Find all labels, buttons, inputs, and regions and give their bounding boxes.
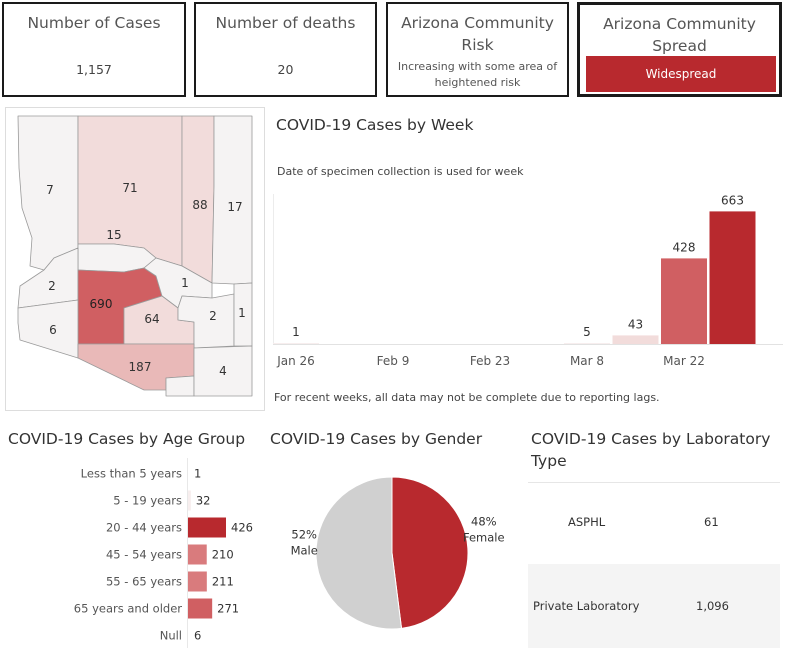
age-value-label: 6: [194, 629, 201, 643]
lab-value: 61: [704, 515, 719, 529]
week-bar-label: 5: [583, 325, 591, 339]
week-bar-label: 663: [721, 193, 744, 207]
age-bar[interactable]: [188, 490, 191, 511]
age-value-label: 271: [217, 602, 239, 616]
county-label-navajo: 88: [192, 198, 207, 212]
weekly-chart-note: For recent weeks, all data may not be co…: [274, 391, 660, 404]
kpi-title-risk-line1: Arizona Community: [401, 14, 554, 32]
kpi-title-risk: Arizona Community Risk: [388, 4, 567, 56]
kpi-title-spread-line2: Spread: [652, 37, 707, 55]
age-bar[interactable]: [188, 544, 207, 565]
week-bar[interactable]: [612, 335, 659, 344]
gender-chart-title: COVID-19 Cases by Gender: [270, 430, 483, 448]
week-tick-label: Mar 8: [570, 354, 604, 368]
map-labels: 7 71 88 17 15 2 690 1 6 64 2 1 187 4: [46, 181, 246, 378]
age-value-label: 32: [196, 494, 211, 508]
lab-table-row: ASPHL 61: [528, 482, 780, 564]
week-bar[interactable]: [564, 343, 610, 344]
county-label-yavapai: 15: [106, 228, 121, 242]
lab-name: Private Laboratory: [533, 599, 640, 613]
spread-status-badge: Widespread: [586, 56, 776, 92]
age-category-label: 65 years and older: [74, 602, 182, 616]
age-category-label: 45 - 54 years: [106, 548, 182, 562]
age-category-label: 55 - 65 years: [106, 575, 182, 589]
kpi-sub-risk-line1: Increasing with some area of: [397, 60, 558, 73]
age-bar[interactable]: [188, 463, 189, 484]
county-label-pima: 187: [129, 360, 152, 374]
age-value-label: 211: [212, 575, 234, 589]
arizona-map-panel: 7 71 88 17 15 2 690 1 6 64 2 1 187 4: [5, 107, 265, 411]
kpi-title-spread-line1: Arizona Community: [603, 15, 756, 33]
age-bar[interactable]: [188, 598, 213, 619]
age-category-label: Null: [160, 629, 182, 643]
county-label-maricopa: 690: [90, 297, 113, 311]
county-label-apache: 17: [227, 200, 242, 214]
kpi-card-deaths: Number of deaths 20: [194, 2, 377, 97]
weekly-cases-chart[interactable]: 1 5 43 428 663 Jan 26 Feb 9 Feb 23 Mar 8 Mar 22: [273, 185, 783, 385]
kpi-title-deaths: Number of deaths: [215, 14, 356, 32]
county-label-mohave: 7: [46, 183, 54, 197]
kpi-card-cases: Number of Cases 1,157: [2, 2, 186, 97]
county-label-greenlee: 1: [238, 306, 246, 320]
kpi-card-spread: Arizona Community Spread Widespread: [577, 2, 782, 97]
age-group-chart[interactable]: Less than 5 years 1 5 - 19 years 32 20 - 44 …: [0, 458, 265, 648]
week-tick-label: Jan 26: [276, 354, 315, 368]
gender-name-label: Female: [463, 531, 505, 545]
week-bar-label: 428: [673, 240, 696, 254]
age-category-label: Less than 5 years: [81, 467, 182, 481]
age-value-label: 426: [231, 521, 253, 535]
gender-slice-male[interactable]: [315, 476, 403, 630]
county-label-gila: 1: [181, 276, 189, 290]
lab-value: 1,096: [696, 599, 729, 613]
county-label-graham: 2: [209, 309, 217, 323]
week-tick-label: Feb 9: [377, 354, 410, 368]
week-bar[interactable]: [661, 258, 707, 344]
gender-percent-label: 48%: [471, 515, 497, 529]
week-bar-label: 43: [628, 317, 643, 331]
kpi-sub-risk-line2: heightened risk: [434, 76, 521, 89]
county-label-la-paz: 2: [48, 279, 56, 293]
age-value-label: 1: [194, 467, 201, 481]
week-tick-label: Mar 22: [663, 354, 705, 368]
county-label-coconino: 71: [122, 181, 137, 195]
age-bar[interactable]: [188, 625, 189, 646]
age-value-label: 210: [212, 548, 234, 562]
county-yuma[interactable]: [17, 299, 79, 359]
lab-name: ASPHL: [568, 515, 606, 529]
lab-table-row: Private Laboratory 1,096: [528, 564, 780, 648]
weekly-chart-title: COVID-19 Cases by Week: [276, 116, 474, 134]
age-bar[interactable]: [188, 571, 207, 592]
week-bar[interactable]: [273, 343, 319, 344]
lab-table: ASPHL 61 Private Laboratory 1,096: [528, 482, 780, 648]
age-category-label: 5 - 19 years: [113, 494, 182, 508]
week-bar[interactable]: [709, 211, 756, 344]
county-cochise[interactable]: [193, 345, 253, 397]
gender-name-label: Male: [291, 543, 318, 557]
kpi-title-spread: Arizona Community Spread: [580, 5, 779, 57]
county-santa-cruz[interactable]: [165, 375, 195, 397]
weekly-chart-subtitle: Date of specimen collection is used for …: [277, 165, 524, 178]
arizona-county-map[interactable]: 7 71 88 17 15 2 690 1 6 64 2 1 187 4: [6, 108, 264, 410]
gender-percent-label: 52%: [291, 527, 317, 541]
kpi-card-risk: Arizona Community Risk Increasing with s…: [386, 2, 569, 97]
week-tick-label: Feb 23: [470, 354, 510, 368]
week-bar-label: 1: [292, 325, 300, 339]
kpi-title-cases: Number of Cases: [27, 14, 161, 32]
county-label-pinal: 64: [144, 312, 159, 326]
county-label-yuma: 6: [49, 323, 57, 337]
age-chart-title: COVID-19 Cases by Age Group: [8, 430, 246, 448]
gender-pie-chart[interactable]: 48% Female 52% Male: [268, 458, 523, 648]
kpi-value-deaths: 20: [277, 62, 294, 77]
kpi-title-risk-line2: Risk: [461, 36, 494, 54]
lab-table-title: COVID-19 Cases by Laboratory Type: [531, 430, 771, 470]
county-label-cochise: 4: [219, 364, 227, 378]
kpi-sub-risk: Increasing with some area of heightened …: [394, 59, 561, 91]
age-category-label: 20 - 44 years: [106, 521, 182, 535]
age-bar[interactable]: [188, 517, 226, 538]
gender-slice-female[interactable]: [391, 476, 469, 629]
kpi-value-cases: 1,157: [76, 62, 112, 77]
